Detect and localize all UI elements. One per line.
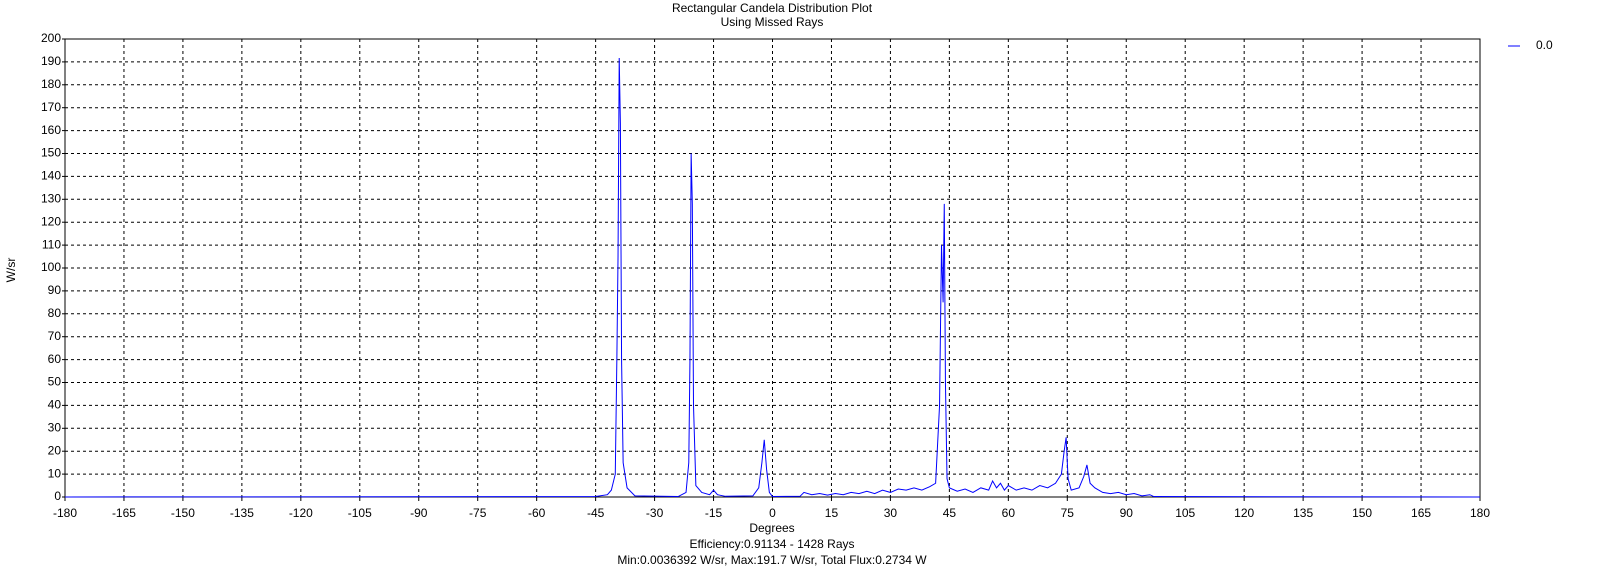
y-tick-label: 140 <box>41 169 61 183</box>
x-tick-label: -90 <box>410 506 428 520</box>
y-tick-label: 0 <box>54 489 61 503</box>
y-tick-label: 10 <box>48 466 62 480</box>
y-tick-label: 190 <box>41 54 61 68</box>
x-tick-label: -180 <box>53 506 77 520</box>
data-line <box>64 58 1481 498</box>
x-tick-label: -75 <box>469 506 487 520</box>
x-tick-label: 135 <box>1293 506 1313 520</box>
y-tick-label: 130 <box>41 191 61 205</box>
y-tick-label: 200 <box>41 31 61 45</box>
y-tick-label: 50 <box>48 375 62 389</box>
x-tick-label: -105 <box>348 506 372 520</box>
y-tick-label: 100 <box>41 260 61 274</box>
annotation: Efficiency:0.91134 - 1428 Rays <box>690 537 855 551</box>
chart-title: Rectangular Candela Distribution Plot <box>672 1 873 15</box>
x-tick-label: 30 <box>884 506 898 520</box>
y-tick-label: 40 <box>48 398 62 412</box>
x-tick-label: 90 <box>1120 506 1134 520</box>
x-tick-label: 0 <box>769 506 776 520</box>
y-tick-label: 80 <box>48 306 62 320</box>
y-tick-label: 170 <box>41 100 61 114</box>
x-tick-label: 165 <box>1411 506 1431 520</box>
x-tick-label: 15 <box>825 506 839 520</box>
y-axis-label: W/sr <box>4 258 18 283</box>
legend-label: 0.0 <box>1536 38 1553 52</box>
annotation: Min:0.0036392 W/sr, Max:191.7 W/sr, Tota… <box>617 553 927 567</box>
chart-subtitle: Using Missed Rays <box>721 15 824 29</box>
x-tick-label: 120 <box>1234 506 1254 520</box>
x-tick-label: 150 <box>1352 506 1372 520</box>
x-tick-label: -60 <box>528 506 546 520</box>
y-tick-label: 20 <box>48 443 62 457</box>
x-tick-label: -45 <box>587 506 605 520</box>
y-tick-label: 160 <box>41 123 61 137</box>
y-tick-label: 150 <box>41 146 61 160</box>
y-tick-label: 180 <box>41 77 61 91</box>
y-tick-label: 110 <box>42 237 61 251</box>
y-tick-label: 90 <box>48 283 62 297</box>
x-tick-label: -135 <box>230 506 254 520</box>
x-tick-label: 45 <box>943 506 957 520</box>
x-tick-label: -30 <box>646 506 664 520</box>
x-tick-label: 75 <box>1061 506 1075 520</box>
x-axis-label: Degrees <box>749 521 794 535</box>
y-tick-label: 30 <box>48 420 62 434</box>
x-tick-label: -120 <box>289 506 313 520</box>
y-tick-label: 120 <box>41 214 61 228</box>
x-tick-label: 180 <box>1470 506 1490 520</box>
x-tick-label: 105 <box>1175 506 1195 520</box>
x-tick-label: -15 <box>705 506 723 520</box>
x-tick-label: -165 <box>112 506 136 520</box>
y-tick-label: 70 <box>48 329 62 343</box>
y-tick-label: 60 <box>48 352 62 366</box>
x-tick-label: -150 <box>171 506 195 520</box>
x-tick-label: 60 <box>1002 506 1016 520</box>
